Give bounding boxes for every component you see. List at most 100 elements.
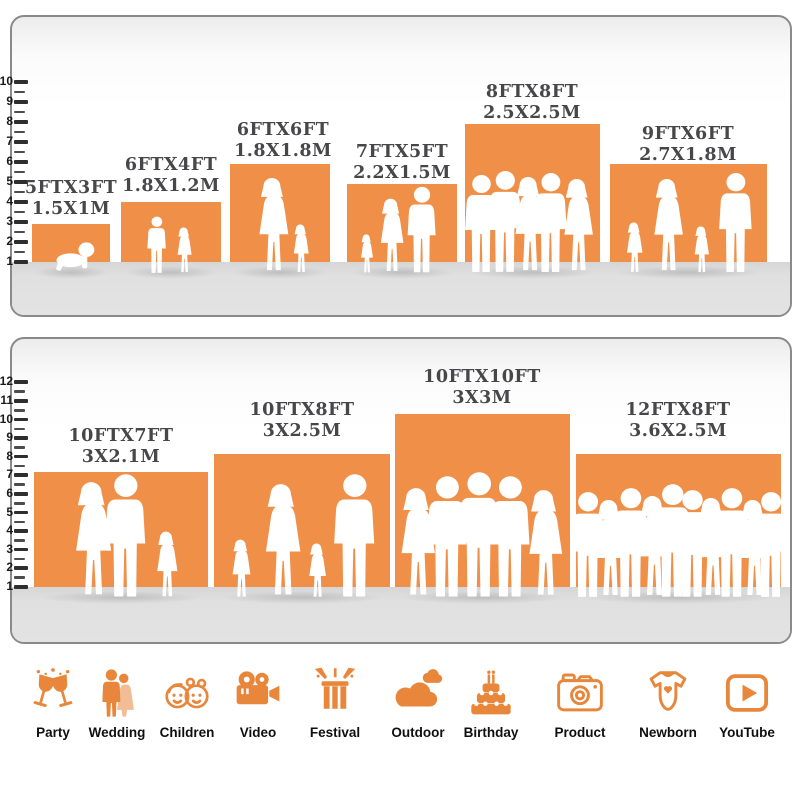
video-icon <box>236 671 280 705</box>
size-meters: 1.8X1.8M <box>234 141 332 161</box>
group-floor-shadow <box>39 591 203 604</box>
person-silhouette <box>654 178 683 271</box>
ruler-major-tick <box>14 260 28 264</box>
size-meters: 2.2X1.5M <box>353 163 451 183</box>
ruler-minor-tick <box>14 464 25 468</box>
person-silhouette <box>76 482 112 595</box>
ruler-minor-tick <box>14 390 25 393</box>
ruler-minor-tick <box>14 446 25 449</box>
ruler-number: 9 <box>6 430 13 445</box>
panel-small-medium-bottom: 1 2 3 4 5 6 7 8 9 10 11 12 10FTX7FT 3X2.1M 10FTX8FT 3X2… <box>0 337 792 644</box>
silhouette-slot <box>329 473 381 599</box>
person-silhouette <box>570 492 605 597</box>
ruler-major-tick <box>14 454 28 459</box>
silhouette-slot <box>709 487 755 599</box>
ruler-minor-tick <box>14 150 25 154</box>
ruler-major-tick <box>14 566 28 570</box>
person-silhouette <box>626 222 643 272</box>
size-meters: 1.8X1.2M <box>122 176 220 196</box>
size-feet: 6FTX4FT <box>124 155 218 175</box>
person-silhouette <box>564 178 594 271</box>
person-silhouette <box>718 173 752 272</box>
category-label: Children <box>159 725 215 740</box>
category-item-outdoor: Outdoor <box>378 666 458 740</box>
size-feet: 8FTX8FT <box>485 82 579 102</box>
outdoor-icon <box>395 669 443 707</box>
group-floor-shadow <box>34 266 108 279</box>
category-item-youtube: YouTube <box>707 666 787 740</box>
ruler-number: 9 <box>6 94 13 108</box>
category-label: Newborn <box>639 725 697 740</box>
bar-size-label: 12FTX8FT 3.6X2.5M <box>625 400 730 442</box>
silhouette-slot <box>174 227 193 274</box>
silhouette-slot <box>67 481 115 599</box>
newborn-icon <box>649 671 687 711</box>
silhouette-slot <box>715 172 757 274</box>
size-feet: 6FTX6FT <box>236 120 330 140</box>
floor-area <box>12 262 790 315</box>
ruler-major-tick <box>14 180 28 184</box>
person-silhouette <box>308 543 326 597</box>
bar-size-label: 6FTX4FT 1.8X1.2M <box>122 155 220 197</box>
person-silhouette <box>147 216 166 273</box>
bar-size-label: 5FTX3FT 1.5X1M <box>25 178 117 220</box>
youtube-icon <box>725 674 769 712</box>
size-meters: 3.6X2.5M <box>629 421 727 441</box>
ruler-major-tick <box>14 417 28 422</box>
category-label: Party <box>36 725 70 740</box>
silhouette-slot <box>152 531 180 599</box>
ruler-number: 6 <box>6 154 13 168</box>
person-silhouette <box>534 173 568 272</box>
silhouette-slot <box>46 240 99 274</box>
ruler-number: 10 <box>0 74 13 88</box>
ruler-number: 2 <box>6 234 13 248</box>
silhouette-slot <box>521 489 566 599</box>
person-silhouette <box>407 186 436 273</box>
size-meters: 2.7X1.8M <box>639 145 737 165</box>
silhouette-slot <box>485 475 536 599</box>
children-icon <box>165 677 209 709</box>
size-feet: 9FTX6FT <box>641 124 735 144</box>
category-item-birthday: Birthday <box>451 666 531 740</box>
product-icon <box>557 673 603 712</box>
silhouette-slot <box>358 234 374 274</box>
ruler-number: 7 <box>6 467 13 482</box>
silhouette-slot <box>647 178 686 274</box>
festival-icon <box>314 667 356 709</box>
bar-size-label: 7FTX5FT 2.2X1.5M <box>353 142 451 184</box>
ruler-major-tick <box>14 220 28 224</box>
ruler-major-tick <box>14 140 28 144</box>
category-item-newborn: Newborn <box>628 666 708 740</box>
person-silhouette <box>334 474 375 597</box>
ruler-number: 3 <box>6 214 13 228</box>
ruler-minor-tick <box>14 576 25 579</box>
bar-size-label: 8FTX8FT 2.5X2.5M <box>483 82 581 124</box>
category-label: Product <box>554 725 606 740</box>
ruler-major-tick <box>14 473 28 477</box>
ruler-number: 1 <box>6 254 13 268</box>
ruler-minor-tick <box>14 130 25 134</box>
silhouette-slot <box>393 487 439 599</box>
person-silhouette <box>177 227 192 273</box>
silhouette-slot <box>530 172 572 274</box>
person-silhouette <box>427 476 467 597</box>
ruler-number: 8 <box>6 114 13 128</box>
silhouette-slot <box>453 471 505 599</box>
ruler-number: 4 <box>6 194 13 208</box>
ruler-minor-tick <box>14 110 25 114</box>
floor-area <box>12 587 790 642</box>
ruler-minor-tick <box>14 520 25 524</box>
ruler-major-tick <box>14 160 28 164</box>
group-floor-shadow <box>614 266 763 279</box>
person-silhouette <box>157 531 178 597</box>
silhouette-slot <box>623 222 644 274</box>
ruler-minor-tick <box>14 409 25 412</box>
ruler-major-tick <box>14 547 28 552</box>
ruler-number: 10 <box>0 411 13 426</box>
person-silhouette <box>401 488 435 595</box>
ruler-number: 5 <box>6 174 13 188</box>
bar-size-label: 10FTX8FT 3X2.5M <box>249 400 354 442</box>
ruler-minor-tick <box>14 502 25 505</box>
person-silhouette <box>293 224 309 272</box>
